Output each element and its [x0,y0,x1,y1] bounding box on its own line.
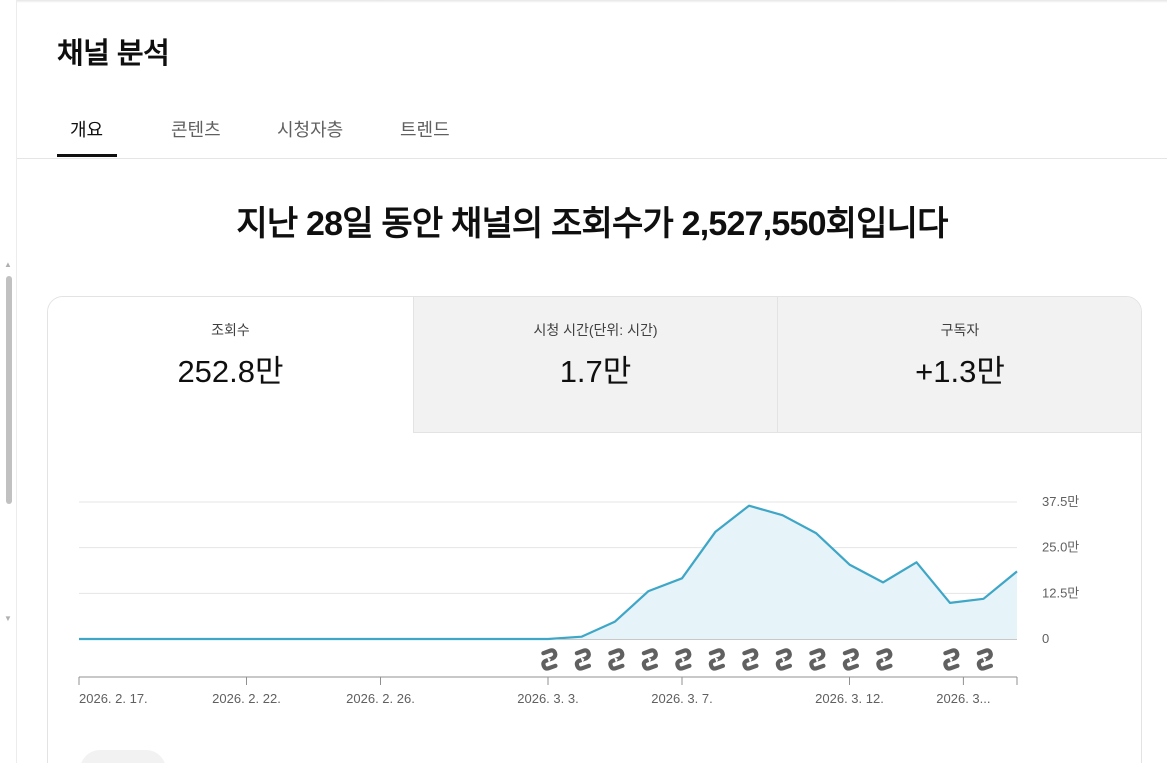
tab-audience[interactable]: 시청자층 [277,120,344,140]
see-more-button[interactable] [80,750,166,763]
shorts-icon [708,648,726,671]
shorts-icon [809,648,826,671]
shorts-icon [675,648,692,671]
shorts-play-glyph [647,657,652,663]
shorts-play-glyph [613,657,618,663]
shorts-play-glyph [948,657,953,663]
x-tick-label: 2026. 2. 22. [212,691,281,706]
shorts-icon [541,648,558,671]
y-tick-label: 25.0만 [1042,540,1079,555]
shorts-play-glyph [781,657,786,663]
shorts-icon [943,648,960,671]
shorts-play-glyph [714,657,719,663]
left-scrollbar[interactable]: ▲ ▼ [0,0,17,763]
metric-value: 252.8만 [177,354,284,389]
shorts-icon [976,648,994,671]
views-area-fill [79,505,1017,639]
shorts-icon [574,648,592,671]
shorts-play-glyph [546,657,551,663]
scrollbar-thumb[interactable] [6,276,12,504]
shorts-icon [608,648,625,671]
x-tick-label: 2026. 2. 17. [79,691,148,706]
x-tick-label: 2026. 3. 7. [651,691,712,706]
shorts-play-glyph [814,657,819,663]
metric-label: 시청 시간(단위: 시간) [533,322,658,338]
tab-overview[interactable]: 개요 [70,120,104,140]
scroll-up-arrow-icon[interactable]: ▲ [4,260,12,269]
x-tick-label: 2026. 3. 3. [517,691,578,706]
shorts-play-glyph [747,657,752,663]
metric-label: 조회수 [211,322,250,338]
shorts-icon [641,648,659,671]
metric-watch-time[interactable]: 시청 시간(단위: 시간) 1.7만 [413,297,777,433]
shorts-play-glyph [881,657,886,663]
tab-trends[interactable]: 트렌드 [400,120,450,140]
metric-subscribers[interactable]: 구독자 +1.3만 [777,297,1141,433]
metric-label: 구독자 [940,322,980,338]
metric-views[interactable]: 조회수 252.8만 [48,297,413,433]
page-title: 채널 분석 [57,38,170,70]
views-chart[interactable]: 0 12.5만 25.0만 37.5만 2026. 2. 17. 2026. 2. 22.… [48,297,1142,763]
shorts-play-glyph [848,657,853,663]
shorts-play-glyph [680,657,685,663]
shorts-icon [876,648,893,671]
summary-headline: 지난 28일 동안 채널의 조회수가 2,527,550회입니다 [236,205,948,243]
x-tick-label: 2026. 3... [936,691,990,706]
metric-value: 1.7만 [559,354,632,389]
shorts-icon [842,648,860,671]
x-tick-label: 2026. 2. 26. [346,691,415,706]
x-tick-label: 2026. 3. 12. [815,691,884,706]
analytics-card: 조회수 252.8만 시청 시간(단위: 시간) 1.7만 구독자 +1.3만 … [47,296,1142,763]
top-shadow [0,0,1167,3]
shorts-play-glyph [982,657,987,663]
views-series-line [79,504,1018,641]
active-tab-indicator [57,154,117,157]
tab-content[interactable]: 콘텐츠 [171,120,221,140]
scroll-down-arrow-icon[interactable]: ▼ [4,614,12,623]
y-tick-label: 12.5만 [1042,585,1079,600]
y-tick-label: 0 [1042,631,1049,646]
shorts-icon [775,648,793,671]
y-tick-label: 37.5만 [1042,494,1079,509]
shorts-icon [742,648,759,671]
shorts-play-glyph [580,657,585,663]
metric-value: +1.3만 [915,354,1005,389]
tab-bar: 개요 콘텐츠 시청자층 트렌드 [17,100,1167,159]
